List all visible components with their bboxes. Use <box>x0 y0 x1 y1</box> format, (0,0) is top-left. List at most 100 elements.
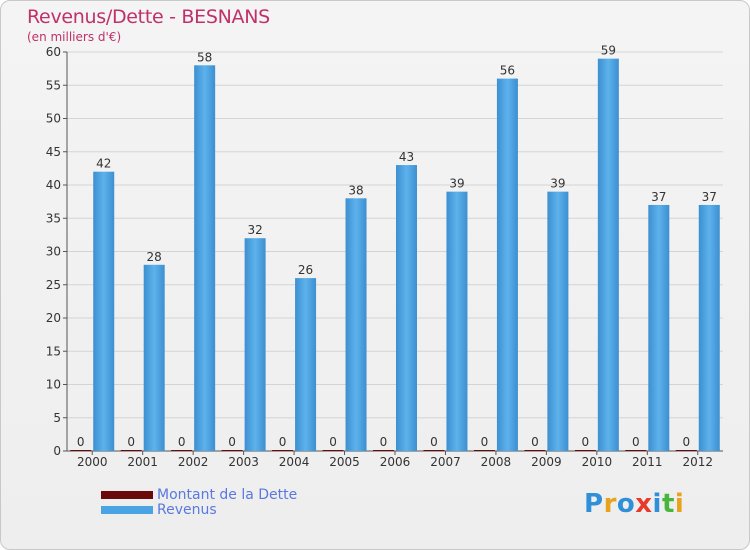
data-label-dette: 0 <box>481 435 489 449</box>
y-tick-label: 35 <box>46 211 61 225</box>
legend-swatch-dette <box>101 490 153 499</box>
bar-revenus <box>496 78 518 451</box>
data-label-revenus: 37 <box>651 190 666 204</box>
y-tick-label: 0 <box>53 444 61 458</box>
data-label-revenus: 38 <box>348 183 363 197</box>
bar-dette <box>373 450 394 451</box>
data-label-dette: 0 <box>228 435 236 449</box>
y-tick-label: 10 <box>46 378 61 392</box>
data-label-dette: 0 <box>77 435 85 449</box>
bar-dette <box>322 450 344 451</box>
data-label-dette: 0 <box>380 435 388 449</box>
x-tick-label: 2005 <box>329 455 360 469</box>
y-tick-label: 40 <box>46 178 61 192</box>
bar-dette <box>473 450 495 451</box>
data-label-revenus: 32 <box>247 223 262 237</box>
data-label-revenus: 28 <box>147 250 162 264</box>
bar-revenus <box>143 264 165 451</box>
data-label-revenus: 39 <box>449 177 464 191</box>
x-tick-label: 2012 <box>682 455 713 469</box>
y-tick-label: 25 <box>46 278 61 292</box>
grid-lines <box>67 51 723 419</box>
legend-item-revenus: Revenus <box>101 501 297 518</box>
y-tick-label: 15 <box>46 344 61 358</box>
x-tick-label: 2000 <box>77 455 108 469</box>
logo-letter: x <box>635 489 653 519</box>
x-tick-label: 2002 <box>178 455 209 469</box>
data-label-dette: 0 <box>531 435 539 449</box>
y-tick-label: 45 <box>46 145 61 159</box>
data-label-revenus: 58 <box>197 50 212 64</box>
data-label-dette: 0 <box>279 435 287 449</box>
y-tick-label: 60 <box>46 45 61 59</box>
y-tick-label: 30 <box>46 245 61 259</box>
bar-revenus <box>244 238 266 451</box>
bar-dette <box>120 450 142 451</box>
logo-letter: o <box>616 489 636 519</box>
data-label-dette: 0 <box>127 435 135 449</box>
logo-letter: r <box>603 489 617 519</box>
logo-letter: i <box>652 489 662 519</box>
data-label-revenus: 42 <box>96 157 111 171</box>
bar-dette <box>625 450 647 451</box>
bar-revenus <box>194 65 216 452</box>
data-label-dette: 0 <box>632 435 640 449</box>
data-label-revenus: 39 <box>550 177 565 191</box>
bars <box>70 58 720 452</box>
y-tick-label: 55 <box>46 78 61 92</box>
legend-swatch-revenus <box>101 505 153 514</box>
x-tick-label: 2006 <box>380 455 411 469</box>
data-labels: 0 42 0 28 0 58 0 32 0 26 0 38 0 43 0 39 0 56 0 39 0 59 0 37 0 37 <box>77 44 717 449</box>
proxiti-logo: Proxiti <box>584 489 684 519</box>
x-tick-label: 2009 <box>531 455 562 469</box>
logo-letter: i <box>674 489 685 519</box>
bar-dette <box>423 450 445 451</box>
bar-revenus <box>345 198 367 451</box>
logo-letter: t <box>661 489 675 519</box>
bar-dette <box>221 450 243 451</box>
y-tick-label: 20 <box>46 311 61 325</box>
data-label-dette: 0 <box>178 435 186 449</box>
data-label-dette: 0 <box>682 435 690 449</box>
bar-revenus <box>295 278 317 451</box>
x-tick-label: 2004 <box>279 455 310 469</box>
x-tick-label: 2003 <box>228 455 259 469</box>
legend-label-revenus: Revenus <box>157 501 217 518</box>
data-label-revenus: 43 <box>399 150 414 164</box>
legend-item-dette: Montant de la Dette <box>101 486 298 503</box>
chart-subtitle: (en milliers d'€) <box>27 30 122 44</box>
bar-revenus <box>396 165 417 452</box>
x-tick-label: 2008 <box>481 455 512 469</box>
bar-dette <box>171 450 193 451</box>
chart-title: Revenus/Dette - BESNANS <box>27 6 270 28</box>
y-tick-label: 50 <box>46 112 61 126</box>
x-tick-label: 2007 <box>430 455 461 469</box>
bar-dette <box>70 450 92 451</box>
x-tick-label: 2001 <box>127 455 158 469</box>
bar-dette <box>675 450 697 451</box>
bar-revenus <box>698 204 720 451</box>
x-tick-label: 2010 <box>582 455 613 469</box>
axes: 0 5 10 15 20 25 30 35 40 45 50 55 60 2000 2001 2002 2003… <box>46 45 723 469</box>
bar-revenus <box>648 204 670 451</box>
y-tick-label: 5 <box>53 411 61 425</box>
logo-letter: P <box>584 489 604 519</box>
data-label-revenus: 59 <box>601 44 616 58</box>
data-label-dette: 0 <box>430 435 438 449</box>
bar-dette <box>574 450 596 451</box>
bar-revenus <box>547 191 569 451</box>
legend-label-dette: Montant de la Dette <box>157 486 298 503</box>
x-tick-label: 2011 <box>632 455 663 469</box>
bar-revenus <box>93 171 115 451</box>
data-label-revenus: 26 <box>298 263 313 277</box>
data-label-dette: 0 <box>329 435 337 449</box>
data-label-dette: 0 <box>582 435 590 449</box>
bar-revenus <box>597 58 619 452</box>
legend: Montant de la Dette Revenus <box>101 486 298 518</box>
bar-dette <box>524 450 546 451</box>
data-label-revenus: 56 <box>500 64 515 78</box>
bar-dette <box>272 450 294 451</box>
data-label-revenus: 37 <box>702 190 717 204</box>
